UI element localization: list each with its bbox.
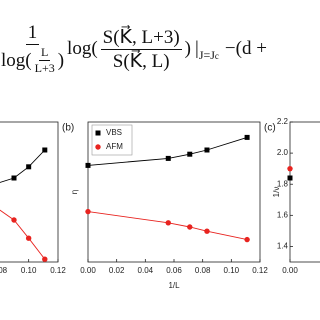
x-tick-label: 0.10 xyxy=(21,266,37,275)
marker xyxy=(204,228,210,234)
x-tick-label: 0.08 xyxy=(195,266,211,275)
fraction: 1 log( L L+3 ) xyxy=(1,22,64,76)
panel: 0.00 0.02 0.04 0.06 0.08 0.10 0.12 (b) 1/L η VBS AF… xyxy=(62,121,268,290)
marker xyxy=(287,165,293,172)
denominator: L+3 xyxy=(34,61,55,75)
x-tick-label: 0.08 xyxy=(0,266,8,275)
y-tick-label: 1.8 xyxy=(277,179,289,188)
fraction: S(K⃗, L+3) S(K⃗, L) xyxy=(100,26,182,73)
marker xyxy=(244,134,250,140)
plot-frame xyxy=(289,121,320,263)
text: ) xyxy=(184,38,191,59)
legend-frame xyxy=(91,124,133,156)
marker xyxy=(85,208,91,215)
x-tick-label: 0.12 xyxy=(252,266,268,275)
series-line xyxy=(0,149,46,183)
plot-frame xyxy=(0,121,59,263)
subscript: J=Jc xyxy=(199,48,219,63)
text: J=J xyxy=(198,47,215,62)
marker xyxy=(42,147,48,153)
panel: 0.08 0.10 0.12 xyxy=(0,121,66,275)
y-tick-label: 2.2 xyxy=(277,117,289,126)
x-tick-label: 0.00 xyxy=(282,266,298,275)
numerator: 1 xyxy=(25,22,40,45)
text: c xyxy=(214,50,219,61)
x-tick-label: 0.10 xyxy=(224,266,240,275)
x-tick-label: 0.04 xyxy=(138,266,154,275)
panel-label: (b) xyxy=(62,123,74,134)
fraction: L L+3 xyxy=(35,45,55,76)
marker xyxy=(165,220,171,226)
marker xyxy=(165,155,171,161)
legend-label: VBS xyxy=(106,128,122,137)
legend-marker xyxy=(95,130,101,136)
x-axis-label: 1/L xyxy=(168,281,180,290)
x-tick-label: 0.02 xyxy=(109,266,125,275)
y-tick-label: 1.6 xyxy=(277,210,289,219)
marker xyxy=(204,147,210,153)
series-line xyxy=(0,209,46,260)
x-tick-label: 0.06 xyxy=(166,266,182,275)
marker xyxy=(26,164,32,170)
denominator: S(K⃗, L) xyxy=(112,50,170,72)
marker xyxy=(287,175,293,181)
panel: 0.00 1.4 1.6 1.8 2.0 2.2(c) 1/ν xyxy=(264,117,320,275)
numerator: S(K⃗, L+3) xyxy=(100,26,182,50)
y-axis-label: 1/ν xyxy=(272,187,281,198)
marker xyxy=(85,162,91,168)
legend-label: AFM xyxy=(106,142,123,151)
x-tick-label: 0.00 xyxy=(80,266,96,275)
panel-label: (c) xyxy=(264,123,276,134)
marker xyxy=(25,235,32,241)
marker xyxy=(11,217,17,223)
legend-marker xyxy=(95,144,101,150)
text: log( xyxy=(67,38,98,59)
text: ) xyxy=(57,49,65,71)
numerator: L xyxy=(38,45,51,61)
series-line xyxy=(87,211,248,241)
text: | xyxy=(195,38,199,59)
text: log( xyxy=(1,49,32,71)
marker xyxy=(11,175,17,181)
x-tick-label: 0.12 xyxy=(50,266,66,275)
marker xyxy=(244,236,250,243)
y-tick-label: 1.4 xyxy=(277,242,289,251)
formula: 1 log( L L+3 ) log( S(K⃗, L+3) S(K⃗, L) )… xyxy=(0,22,267,76)
marker xyxy=(187,224,193,230)
marker xyxy=(187,151,193,157)
y-tick-label: 2.0 xyxy=(277,148,289,157)
y-axis-label: η xyxy=(70,190,79,194)
marker xyxy=(42,256,48,262)
text: −(d + xyxy=(224,38,267,59)
